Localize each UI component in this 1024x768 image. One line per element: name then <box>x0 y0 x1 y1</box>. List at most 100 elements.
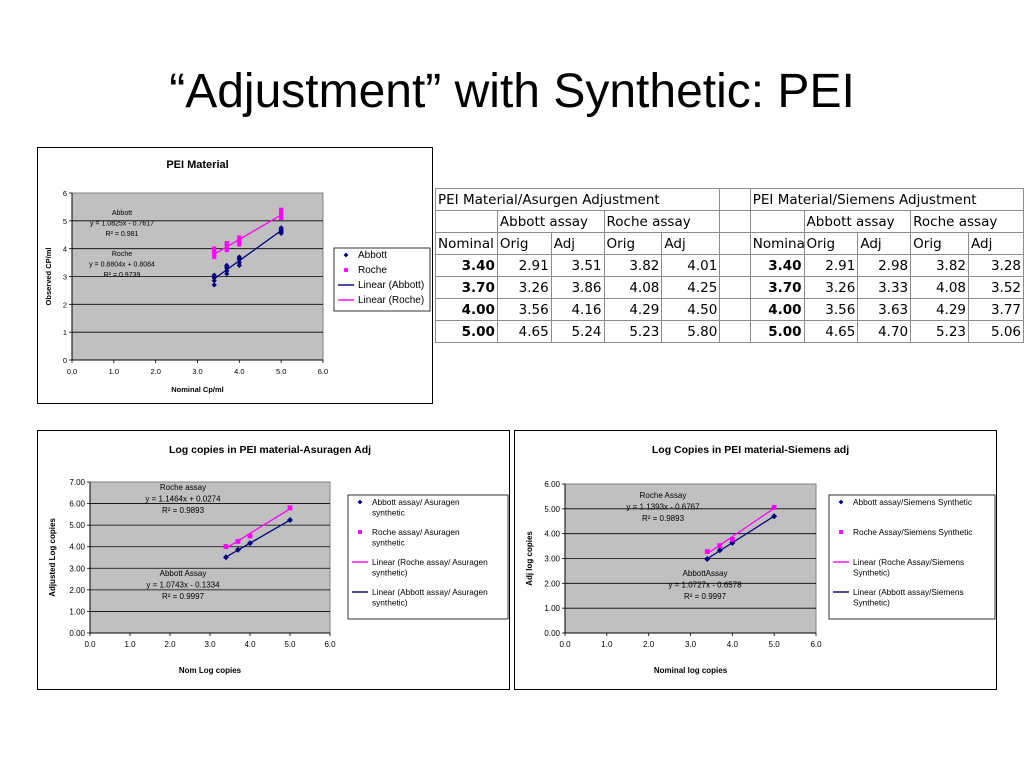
value-cell: 5.80 <box>661 320 721 343</box>
trendline-annotation: Roche Assay <box>640 491 687 500</box>
value-cell: 4.01 <box>661 254 721 277</box>
legend-label: synthetic) <box>372 567 408 577</box>
table-gap <box>719 298 751 321</box>
square-marker <box>223 544 229 549</box>
x-tick-label: 2.0 <box>643 640 655 649</box>
x-tick-label: 3.0 <box>204 640 216 649</box>
nominal-cell: 5.00 <box>435 320 498 343</box>
diamond-marker <box>716 547 723 554</box>
table-gap <box>719 232 751 255</box>
value-cell: 4.16 <box>550 298 605 321</box>
siemens-table-title: PEI Material/Siemens Adjustment <box>749 188 1024 211</box>
diamond-marker <box>343 252 349 258</box>
chart-asuragen-adj: Log copies in PEI material-Asuragen Adj 0… <box>48 444 509 675</box>
series-points <box>223 516 293 561</box>
column-header: Orig <box>496 232 552 255</box>
trendline-annotation: y = 1.0825x - 0.7617 <box>90 221 154 228</box>
value-cell: 4.65 <box>803 320 859 343</box>
diamond-marker <box>235 546 241 553</box>
square-marker <box>224 245 229 250</box>
y-tick-label: 5.00 <box>544 505 560 514</box>
y-tick-label: 4.00 <box>69 543 85 552</box>
table-column-header-row: Nominal Orig Adj Orig Adj Nominal Orig A… <box>435 232 1024 255</box>
y-tick-label: 2.00 <box>69 586 85 595</box>
nominal-cell: 4.00 <box>435 298 498 321</box>
x-tick-label: 3.0 <box>685 640 697 649</box>
y-axis-label: Adjusted Log copies <box>48 518 57 597</box>
y-axis-label: Observed CP/ml <box>44 248 53 306</box>
trendline-annotation: Abbott <box>112 210 132 217</box>
square-marker <box>729 536 735 542</box>
chart-siemens-adj: Log Copies in PEI material-Siemens adj 0.… <box>525 444 996 675</box>
x-tick-label: 1.0 <box>601 640 613 649</box>
y-tick-label: 1.00 <box>544 604 560 613</box>
diamond-marker <box>838 499 844 505</box>
y-tick-label: 3.00 <box>69 564 85 573</box>
siemens-abbott-header: Abbott assay <box>803 210 912 233</box>
trendline-annotation: Roche <box>112 251 132 258</box>
table-gap <box>719 254 751 277</box>
legend-label: Roche Assay/Siemens Synthetic <box>853 527 972 537</box>
value-cell: 3.86 <box>550 276 605 299</box>
square-marker <box>212 254 217 260</box>
x-tick-label: 2.0 <box>164 640 176 649</box>
legend-label: Abbott assay/ Asuragen <box>372 497 460 507</box>
value-cell: 4.29 <box>910 298 969 321</box>
legend-label: Linear (Roche Assay/Siemens <box>853 557 964 567</box>
column-header: Adj <box>857 232 912 255</box>
legend-label: Synthetic) <box>853 597 890 607</box>
chart-pei-material-panel: PEI Material 0 1 2 3 4 5 6 0.0 1.0 2.0 3.0 4.0 5.0 6.0… <box>37 147 433 404</box>
square-marker <box>237 235 242 240</box>
nominal-cell: 3.70 <box>435 276 498 299</box>
value-cell: 3.56 <box>496 298 552 321</box>
square-marker <box>279 207 284 212</box>
x-tick-label: 5.0 <box>284 640 296 649</box>
empty-cell <box>435 210 498 233</box>
table-group-header-row: Abbott assay Roche assay Abbott assay Ro… <box>435 210 1024 233</box>
x-tick-label: 0.0 <box>559 640 571 649</box>
series-points <box>704 513 778 562</box>
trendline-annotation: R² = 0.9997 <box>162 592 205 601</box>
table-row: 5.00 4.65 5.24 5.23 5.80 5.00 4.65 4.70 … <box>435 320 1024 343</box>
table-row: 3.40 2.91 3.51 3.82 4.01 3.40 2.91 2.98 … <box>435 254 1024 277</box>
value-cell: 5.23 <box>910 320 969 343</box>
y-axis-label: Adj log copies <box>525 531 534 586</box>
nominal-cell: 3.40 <box>435 254 498 277</box>
y-tick-label: 2.00 <box>544 579 560 588</box>
column-header: Nominal <box>435 232 498 255</box>
y-tick-label: 3.00 <box>544 555 560 564</box>
x-tick-label: 4.0 <box>244 640 256 649</box>
legend-box <box>828 494 996 620</box>
x-tick-label: 3.0 <box>192 367 202 376</box>
trendline-annotation: AbbottAssay <box>683 569 728 578</box>
x-tick-label: 6.0 <box>810 640 822 649</box>
legend-label: Abbott <box>358 250 387 261</box>
legend-label: Linear (Roche) <box>358 295 424 306</box>
square-marker <box>704 549 710 554</box>
chart-siemens-panel: Log Copies in PEI material-Siemens adj 0.… <box>514 430 997 690</box>
legend-box <box>333 247 431 312</box>
table-gap <box>719 320 751 343</box>
trendline-annotation: y = 0.8804x + 0.8084 <box>89 262 155 269</box>
legend-label: Abbott assay/Siemens Synthetic <box>853 497 972 507</box>
x-tick-label: 5.0 <box>769 640 781 649</box>
chart-title: Log copies in PEI material-Asuragen Adj <box>169 444 371 456</box>
diamond-marker <box>287 516 293 523</box>
square-marker <box>344 268 348 272</box>
series-points <box>212 207 284 260</box>
nominal-cell: 4.00 <box>749 298 805 321</box>
y-tick-label: 6.00 <box>544 480 560 489</box>
y-tick-label: 5 <box>63 217 67 226</box>
value-cell: 5.24 <box>550 320 605 343</box>
value-cell: 4.65 <box>496 320 552 343</box>
square-marker <box>279 210 284 215</box>
trendline-annotation: R² = 0.981 <box>106 231 139 238</box>
x-tick-label: 4.0 <box>234 367 244 376</box>
legend-box <box>347 494 509 620</box>
siemens-roche-header: Roche assay <box>910 210 1024 233</box>
legend-label: synthetic) <box>372 597 408 607</box>
column-header: Orig <box>910 232 969 255</box>
diamond-marker <box>236 254 242 260</box>
column-header: Orig <box>803 232 859 255</box>
table-row: 4.00 3.56 4.16 4.29 4.50 4.00 3.56 3.63 … <box>435 298 1024 321</box>
